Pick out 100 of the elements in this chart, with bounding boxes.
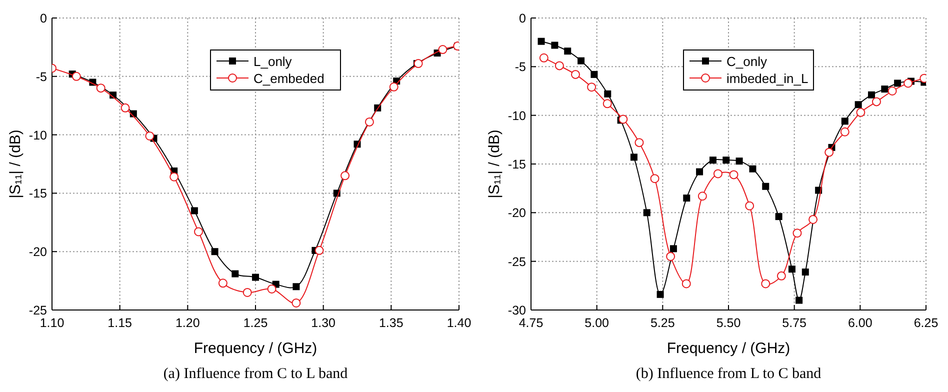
y-tick-label: -20 [28,245,48,260]
point [736,158,743,165]
point [554,61,564,70]
y-tick-label: -10 [28,128,48,142]
point [894,80,902,87]
x-tick-label: 1.30 [311,316,336,330]
y-tick-label: -25 [508,254,526,269]
point [539,53,548,62]
x-tick-label: 5.25 [650,316,675,330]
x-tick-label: 4.75 [518,316,544,330]
text: (a) Influence from C to L band [163,366,348,382]
point [775,213,782,220]
point [602,99,612,108]
x-tick-label: 1.15 [108,316,132,330]
point [792,228,802,238]
point [438,45,448,54]
point [252,274,259,281]
point [414,59,423,68]
point [824,148,834,157]
point [713,169,722,178]
point [232,270,239,278]
point [745,201,754,210]
point [802,268,809,276]
legend-label: C_embeded [254,71,324,86]
point [194,227,204,236]
x-tick-label: 5.00 [584,316,610,330]
point [120,103,130,112]
point [538,38,545,45]
point [218,278,228,288]
point [840,127,850,136]
point [211,248,218,256]
point [564,48,572,55]
x-tick-label: 6.00 [848,316,872,330]
point [571,70,580,79]
point [796,296,803,304]
y-tick-label: 0 [40,12,48,26]
y-axis-title: |S₁₁| / (dB) [7,130,24,198]
point [340,171,350,180]
x-tick-label: 1.20 [175,316,200,330]
point [96,84,106,93]
x-tick-label: 1.25 [243,316,268,330]
point [788,266,796,273]
x-tick-label: 5.75 [782,316,807,330]
point [145,131,154,140]
point [729,170,738,180]
point [761,279,770,288]
point [696,168,704,176]
point [314,246,324,255]
point [683,194,690,202]
point [670,245,677,252]
point [666,252,676,261]
point [856,108,866,117]
y-tick-label: -5 [514,60,526,74]
point [630,154,638,161]
y-tick-label: -20 [508,206,526,220]
point [762,182,770,190]
point [868,91,875,98]
point [292,283,300,290]
x-axis-title: Frequency / (GHz) [194,340,318,357]
y-tick-label: -30 [508,304,526,318]
point [904,78,913,88]
point [190,207,198,214]
y-tick-label: -15 [28,186,48,201]
point [776,271,786,280]
point [656,290,664,298]
point [578,57,585,64]
point [551,42,558,49]
x-tick-label: 5.50 [716,316,741,330]
point [650,174,660,184]
point [618,114,628,124]
y-tick-label: -5 [36,70,48,84]
point [364,117,374,126]
legend-label: C_only [726,54,768,69]
point [389,82,398,92]
point [881,86,888,93]
point [722,156,730,164]
y-axis-title: |S₁₁| / (dB) [486,130,503,198]
point [170,172,179,182]
y-tick-label: -25 [28,304,48,318]
point [643,209,650,216]
point [749,165,756,172]
point [872,97,881,106]
text: (b) Influence from L to C band [636,366,822,382]
legend-label: L_only [254,54,292,69]
x-tick-label: 1.40 [446,316,472,330]
point [808,214,818,224]
point [292,298,301,308]
point [242,288,252,297]
legend-label: imbeded_in_L [726,71,808,86]
x-tick-label: 1.35 [378,316,404,330]
point [72,72,81,81]
point [682,279,691,288]
point [604,90,612,98]
point [698,192,707,201]
point [854,101,862,108]
x-tick-label: 1.10 [40,316,64,330]
point [587,82,596,92]
point [841,118,848,125]
y-tick-label: 0 [519,12,526,26]
point [267,284,276,294]
